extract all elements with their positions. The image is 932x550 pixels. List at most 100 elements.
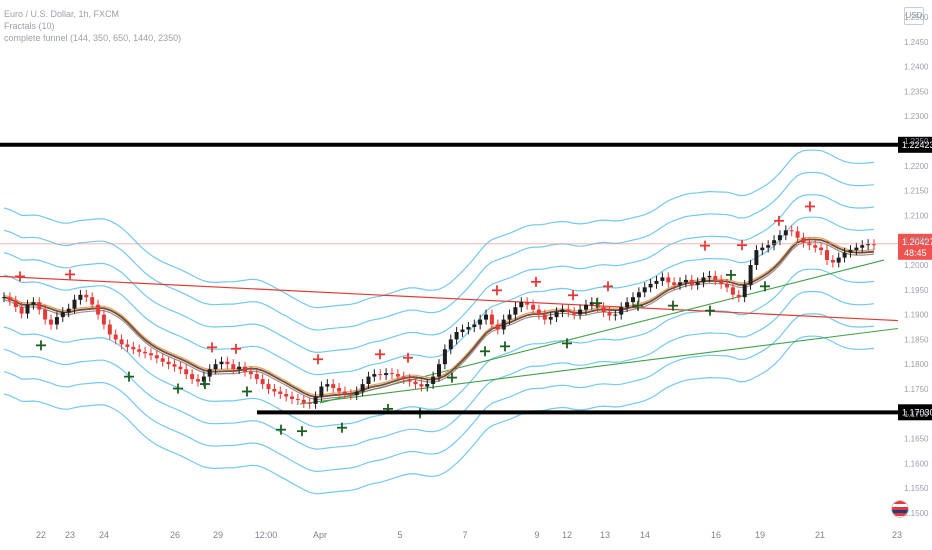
candle-body [384, 373, 389, 376]
candle-body [489, 314, 494, 325]
candle-body [54, 317, 59, 325]
candle-body [513, 307, 518, 315]
x-tick-label: 19 [755, 530, 765, 540]
candle-body [548, 317, 553, 320]
level-badge [898, 404, 932, 421]
candle-body [819, 247, 824, 251]
candle-body [454, 332, 459, 340]
candle-body [536, 309, 541, 315]
candle-body [266, 384, 271, 390]
x-tick-label: 5 [397, 530, 402, 540]
candle-body [501, 319, 506, 330]
candle-body [131, 346, 136, 350]
fractals-indicator-label[interactable]: Fractals (10) [4, 21, 55, 31]
candle-body [254, 374, 259, 380]
x-tick-label: 24 [99, 530, 109, 540]
candle-body [260, 379, 265, 385]
candle-body [243, 366, 247, 372]
candle-body [848, 250, 853, 253]
candle-body [372, 374, 377, 377]
support-trendline-1 [299, 327, 899, 405]
candle-body [37, 302, 42, 310]
candle-body [607, 312, 612, 316]
candlesticks [2, 225, 876, 409]
price-axis: 1.25001.24501.24001.23501.23001.22501.22… [904, 13, 929, 518]
y-tick-label: 1.2500 [904, 13, 929, 22]
candle-body [742, 284, 747, 298]
candle-body [225, 361, 230, 365]
candle-body [366, 376, 371, 384]
x-tick-label: 7 [462, 530, 467, 540]
candle-body [295, 398, 300, 400]
candle-body [401, 376, 406, 380]
candle-body [613, 314, 618, 316]
candle-body [284, 394, 289, 397]
candle-body [301, 399, 306, 403]
candle-body [407, 379, 412, 382]
candle-body [801, 237, 806, 243]
candle-body [560, 309, 565, 313]
candle-body [783, 230, 788, 236]
candle-body [472, 324, 477, 327]
candle-body [695, 282, 700, 285]
candle-body [736, 294, 741, 298]
y-tick-label: 1.2250 [904, 137, 929, 146]
candle-body [772, 240, 777, 246]
candle-body [589, 302, 594, 305]
currency-button[interactable]: USD [904, 7, 924, 25]
funnel-band-7 [3, 171, 875, 331]
candle-body [466, 327, 471, 330]
y-tick-label: 1.1900 [904, 311, 929, 320]
candle-body [748, 265, 753, 285]
candle-body [31, 302, 36, 305]
candle-body [578, 309, 583, 315]
candle-body [654, 280, 659, 284]
candle-body [689, 279, 694, 285]
candle-body [2, 297, 6, 299]
candle-body [331, 384, 336, 389]
candle-body [566, 309, 571, 313]
candle-body [866, 244, 871, 246]
candle-body [830, 260, 835, 263]
candle-body [72, 299, 77, 309]
candle-body [184, 369, 189, 375]
candle-body [666, 277, 671, 283]
candle-body [84, 294, 89, 298]
x-tick-label: 14 [640, 530, 650, 540]
candle-body [795, 231, 800, 238]
candle-body [213, 364, 218, 370]
candle-body [378, 374, 383, 376]
candle-body [601, 307, 606, 313]
candle-body [190, 374, 195, 380]
candle-body [584, 304, 588, 310]
funnel-indicator-label[interactable]: complete funnel (144, 350, 650, 1440, 23… [4, 33, 182, 43]
candle-body [360, 384, 365, 392]
y-tick-label: 1.2400 [904, 63, 929, 72]
funnel-band-6 [3, 194, 875, 354]
x-tick-label: 29 [213, 530, 223, 540]
candle-body [160, 358, 165, 362]
x-tick-label: 23 [65, 530, 75, 540]
candle-body [90, 297, 95, 305]
candle-body [754, 250, 759, 265]
level-badge [898, 136, 932, 153]
y-tick-label: 1.1550 [904, 484, 929, 493]
x-tick-label: 12 [562, 530, 572, 540]
candle-body [713, 275, 718, 280]
resistance-trendline [0, 275, 899, 322]
symbol-title[interactable]: Euro / U.S. Dollar, 1h, FXCM [4, 9, 120, 19]
x-tick-label: 16 [711, 530, 721, 540]
x-tick-label: 23 [892, 530, 902, 540]
candle-body [166, 361, 171, 365]
candle-body [290, 396, 294, 399]
candle-body [325, 384, 330, 387]
candle-body [842, 252, 847, 258]
candle-body [683, 279, 688, 283]
candle-body [701, 277, 706, 283]
candle-body [201, 376, 206, 382]
y-tick-label: 1.1850 [904, 335, 929, 344]
us-flag-icon[interactable] [891, 500, 909, 518]
candle-body [125, 344, 130, 347]
funnel-band-2 [3, 313, 875, 473]
